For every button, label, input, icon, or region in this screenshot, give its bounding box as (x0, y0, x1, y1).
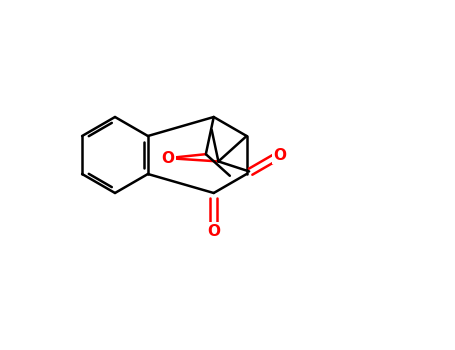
Text: O: O (207, 224, 220, 238)
Text: O: O (273, 147, 286, 162)
Text: O: O (162, 150, 175, 166)
